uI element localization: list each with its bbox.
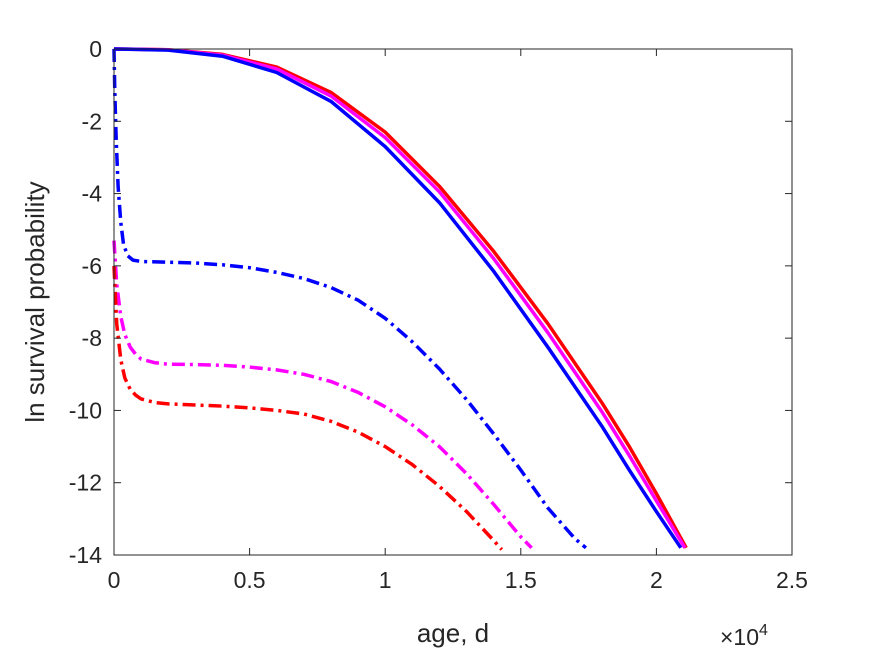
x-exponent-base: ×10 (720, 624, 759, 650)
y-tick-label: -6 (82, 253, 102, 279)
x-axis-label: age, d (417, 618, 489, 648)
x-tick-label: 2 (650, 567, 663, 593)
series-line-6-dashdot (112, 265, 504, 551)
y-tick-label: -10 (69, 397, 102, 423)
ticks-layer: 0 0.5 1 1.5 2 2.5 0 -2 -4 -6 -8 -10 -12 -14 (69, 36, 808, 593)
plot-area (114, 49, 792, 555)
x-exponent-power: 4 (759, 622, 768, 639)
x-tick-label: 1.5 (505, 567, 537, 593)
series-layer (112, 47, 688, 551)
x-tick-label: 0 (108, 567, 121, 593)
y-tick-label: -14 (69, 542, 102, 568)
series-line-3-solid (113, 47, 683, 549)
y-tick-label: -2 (82, 108, 102, 134)
series-line-4-dashdot (112, 48, 588, 550)
y-tick-label: 0 (89, 36, 102, 62)
y-tick-label: -8 (82, 325, 102, 351)
y-tick-label: -12 (69, 470, 102, 496)
x-tick-label: 1 (379, 567, 392, 593)
y-axis-label: ln survival probability (20, 181, 50, 422)
plot-frame (113, 48, 793, 556)
x-tick-label: 2.5 (776, 567, 808, 593)
x-exponent-label: ×104 (720, 622, 768, 650)
x-tick-label: 0.5 (234, 567, 266, 593)
y-tick-label: -4 (82, 181, 103, 207)
